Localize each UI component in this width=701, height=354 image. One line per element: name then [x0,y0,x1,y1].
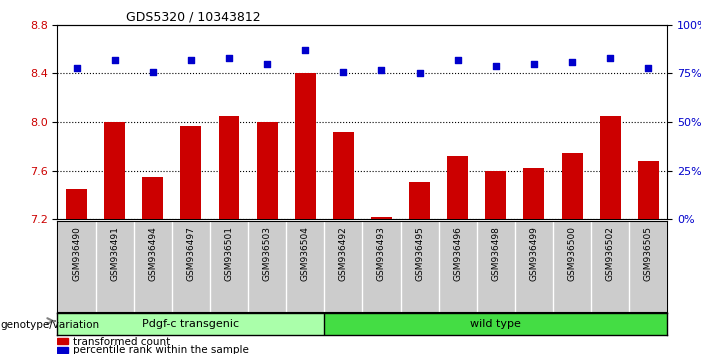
Point [338,69,349,74]
Bar [524,169,545,219]
Bar [371,217,392,219]
Point [452,57,463,63]
Point [224,55,235,61]
Text: GSM936491: GSM936491 [110,226,119,281]
Point [376,67,387,72]
Text: percentile rank within the sample: percentile rank within the sample [73,345,249,354]
Bar [142,177,163,219]
Text: transformed count: transformed count [73,337,170,347]
Bar [447,156,468,219]
Point [147,69,158,74]
Text: GSM936503: GSM936503 [263,226,271,281]
Bar [257,122,278,219]
Bar [104,122,125,219]
Bar [638,161,659,219]
Bar [57,347,68,353]
Text: GSM936493: GSM936493 [377,226,386,281]
Text: GSM936492: GSM936492 [339,226,348,280]
Point [109,57,121,63]
Text: GSM936502: GSM936502 [606,226,615,281]
Text: GSM936500: GSM936500 [568,226,576,281]
Text: GSM936498: GSM936498 [491,226,501,281]
Bar [66,189,87,219]
Text: GSM936496: GSM936496 [454,226,462,281]
Bar [180,126,201,219]
Point [490,63,501,68]
Bar [219,116,240,219]
Point [529,61,540,67]
Point [604,55,615,61]
Bar [57,338,68,344]
Text: genotype/variation: genotype/variation [0,320,99,330]
Point [414,70,426,76]
Bar [294,73,315,219]
Text: GSM936505: GSM936505 [644,226,653,281]
Text: GSM936501: GSM936501 [224,226,233,281]
Text: Pdgf-c transgenic: Pdgf-c transgenic [142,319,240,329]
Text: GSM936504: GSM936504 [301,226,310,281]
Point [261,61,273,67]
Text: GSM936495: GSM936495 [415,226,424,281]
Text: GSM936494: GSM936494 [149,226,157,280]
Text: GSM936497: GSM936497 [186,226,196,281]
Bar [57,313,325,335]
Point [299,47,311,53]
Point [71,65,82,70]
Text: wild type: wild type [470,319,522,329]
Text: GDS5320 / 10343812: GDS5320 / 10343812 [126,11,261,24]
Bar [599,116,620,219]
Bar [485,171,506,219]
Point [643,65,654,70]
Bar [333,132,354,219]
Bar [562,153,583,219]
Bar [409,182,430,219]
Point [185,57,196,63]
Text: GSM936499: GSM936499 [529,226,538,281]
Point [566,59,578,64]
Text: GSM936490: GSM936490 [72,226,81,281]
Bar [325,313,667,335]
